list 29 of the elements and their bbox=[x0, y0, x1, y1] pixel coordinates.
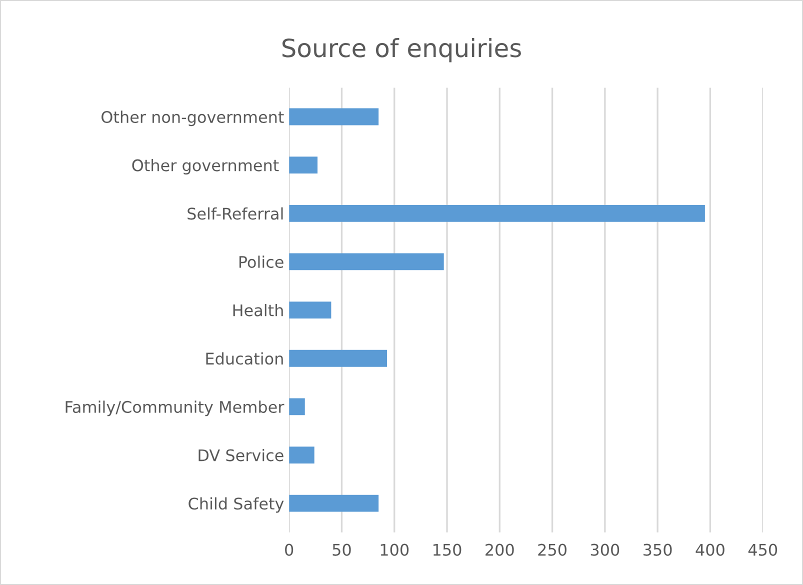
y-tick-label: Police bbox=[239, 256, 284, 268]
x-tick-label: 200 bbox=[486, 544, 514, 556]
x-tick-label: 300 bbox=[590, 544, 620, 556]
x-tick-label: 0 bbox=[285, 544, 294, 556]
bar bbox=[289, 204, 705, 222]
y-tick-label: Child Safety bbox=[188, 497, 284, 513]
y-tick-label: Self-Referral bbox=[188, 207, 283, 220]
bar bbox=[289, 108, 379, 126]
x-tick-label: 400 bbox=[696, 544, 724, 556]
chart-title: Source of enquiries bbox=[282, 38, 521, 62]
x-tick-label: 250 bbox=[538, 544, 566, 556]
bar bbox=[289, 156, 318, 174]
x-tick-label: 100 bbox=[380, 544, 409, 556]
y-tick-label: Health bbox=[233, 304, 283, 316]
x-tick-label: 450 bbox=[748, 544, 778, 556]
bar bbox=[289, 253, 444, 270]
bar bbox=[289, 398, 305, 416]
x-tick-label: 50 bbox=[332, 544, 351, 556]
bar bbox=[289, 446, 314, 464]
bar bbox=[289, 494, 379, 512]
bar bbox=[289, 302, 332, 319]
x-tick-label: 150 bbox=[434, 544, 462, 556]
x-tick-label: 350 bbox=[644, 544, 672, 556]
y-tick-label: Education bbox=[206, 352, 283, 365]
y-tick-label: Other non-government bbox=[102, 110, 284, 126]
y-tick-label: Other government bbox=[132, 159, 279, 174]
y-tick-label: Family/Community Member bbox=[66, 400, 284, 416]
bar bbox=[289, 350, 387, 367]
y-tick-label: DV Service bbox=[198, 448, 284, 462]
